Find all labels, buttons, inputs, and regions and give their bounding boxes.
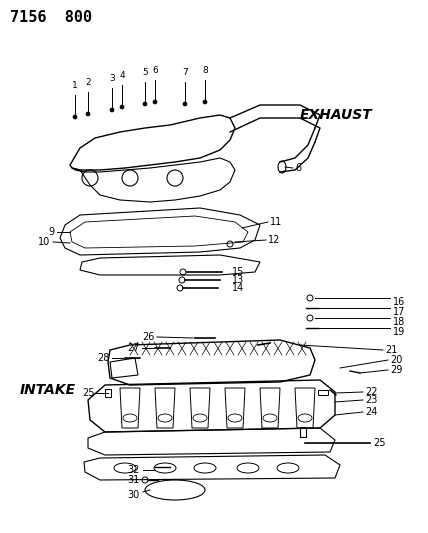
Circle shape <box>120 105 124 109</box>
Circle shape <box>143 102 147 106</box>
Circle shape <box>73 115 77 119</box>
Text: 6: 6 <box>295 163 301 173</box>
Circle shape <box>86 112 90 116</box>
Text: 21: 21 <box>385 345 397 355</box>
Text: 10: 10 <box>38 237 50 247</box>
Text: 6: 6 <box>152 66 158 75</box>
Text: 19: 19 <box>393 327 405 337</box>
Text: 8: 8 <box>202 66 208 75</box>
Text: 18: 18 <box>393 317 405 327</box>
Text: 29: 29 <box>390 365 402 375</box>
Text: 3: 3 <box>109 74 115 83</box>
Text: 1: 1 <box>72 81 78 90</box>
Text: 25: 25 <box>373 438 386 448</box>
Text: 26: 26 <box>143 332 155 342</box>
Text: 20: 20 <box>390 355 402 365</box>
Text: 7156  800: 7156 800 <box>10 11 92 26</box>
Text: 2: 2 <box>85 78 91 87</box>
Circle shape <box>153 100 157 104</box>
Text: 5: 5 <box>142 68 148 77</box>
Circle shape <box>203 100 207 104</box>
Text: 14: 14 <box>232 283 244 293</box>
Text: 17: 17 <box>393 307 405 317</box>
Text: 28: 28 <box>98 353 110 363</box>
Text: 24: 24 <box>365 407 377 417</box>
Text: 7: 7 <box>182 68 188 77</box>
Text: EXHAUST: EXHAUST <box>300 108 373 122</box>
Text: 22: 22 <box>365 387 377 397</box>
Text: 25: 25 <box>83 388 95 398</box>
Text: 30: 30 <box>128 490 140 500</box>
Text: 23: 23 <box>365 395 377 405</box>
Text: 13: 13 <box>232 275 244 285</box>
Text: 16: 16 <box>393 297 405 307</box>
Bar <box>105 389 111 397</box>
Text: 15: 15 <box>232 267 244 277</box>
Circle shape <box>183 102 187 106</box>
Text: 32: 32 <box>128 465 140 475</box>
Text: 9: 9 <box>49 227 55 237</box>
Text: 11: 11 <box>270 217 282 227</box>
Text: 27: 27 <box>128 343 140 353</box>
Text: 4: 4 <box>119 71 125 80</box>
Text: INTAKE: INTAKE <box>20 383 76 397</box>
Bar <box>300 427 306 437</box>
Text: 12: 12 <box>268 235 280 245</box>
Circle shape <box>110 108 114 112</box>
Text: 31: 31 <box>128 475 140 485</box>
